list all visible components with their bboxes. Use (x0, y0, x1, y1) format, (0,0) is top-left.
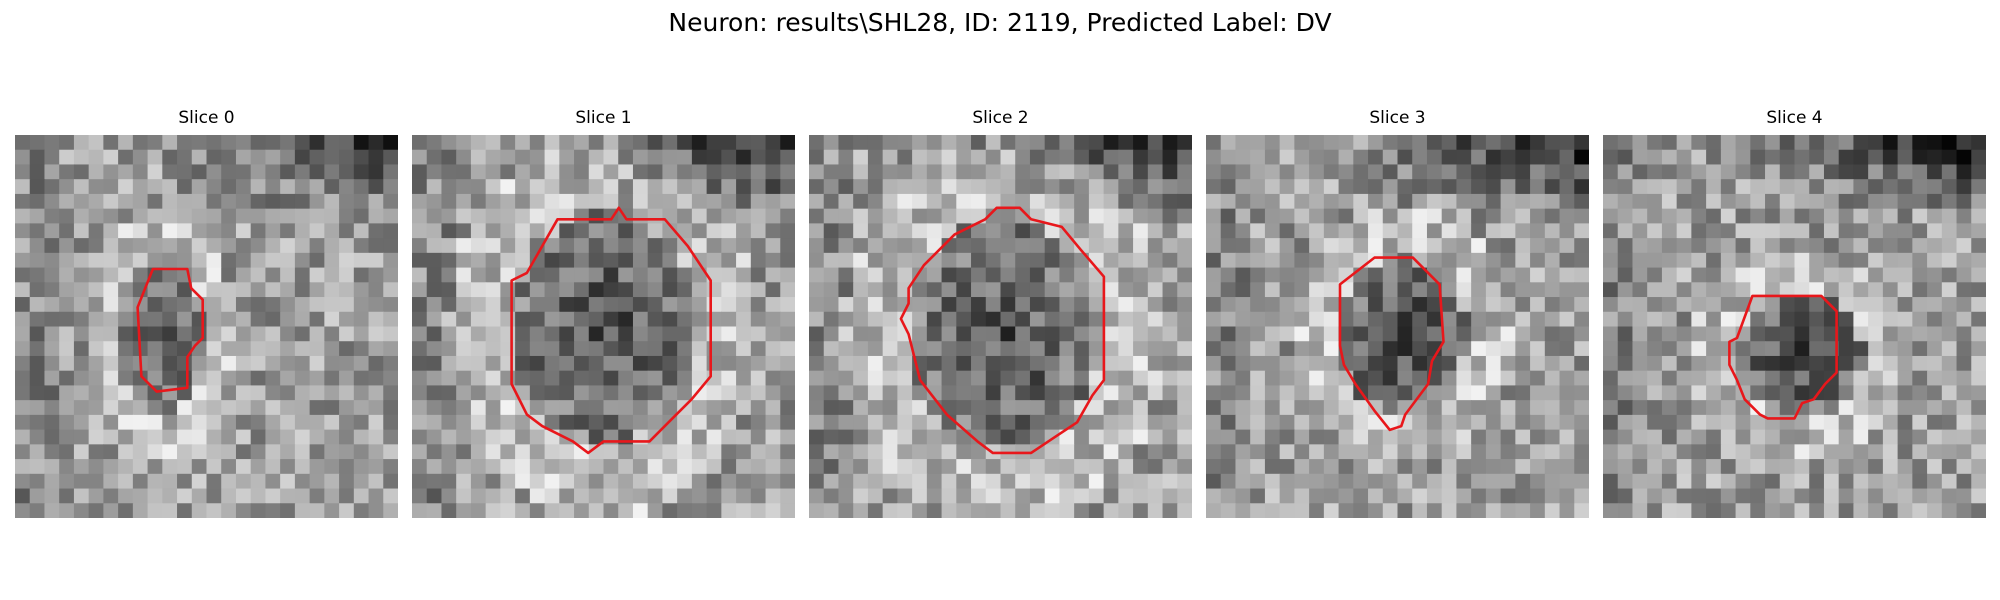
pixel-grid (15, 135, 398, 518)
roi-contour-2 (899, 206, 1106, 455)
roi-contour-0 (136, 267, 204, 393)
slice-image-2 (809, 135, 1192, 518)
figure-title: Neuron: results\SHL28, ID: 2119, Predict… (668, 8, 1332, 37)
roi-contour-4 (1728, 294, 1838, 420)
roi-contour-1 (510, 206, 713, 455)
slice-image-1 (412, 135, 795, 518)
slice-svg-2 (809, 135, 1192, 518)
pixel-grid (1206, 135, 1589, 518)
slice-title-1: Slice 1 (575, 108, 632, 128)
slice-title-0: Slice 0 (178, 108, 235, 128)
slice-title-4: Slice 4 (1766, 108, 1823, 128)
roi-contour-3 (1338, 256, 1445, 432)
pixel-grid (1603, 135, 1986, 518)
slice-image-4 (1603, 135, 1986, 518)
slice-svg-1 (412, 135, 795, 518)
slice-svg-4 (1603, 135, 1986, 518)
pixel-grid (412, 135, 795, 518)
pixel-grid (809, 135, 1192, 518)
slice-title-3: Slice 3 (1369, 108, 1426, 128)
slice-title-2: Slice 2 (972, 108, 1029, 128)
slice-image-3 (1206, 135, 1589, 518)
slice-image-0 (15, 135, 398, 518)
slice-svg-0 (15, 135, 398, 518)
slice-svg-3 (1206, 135, 1589, 518)
